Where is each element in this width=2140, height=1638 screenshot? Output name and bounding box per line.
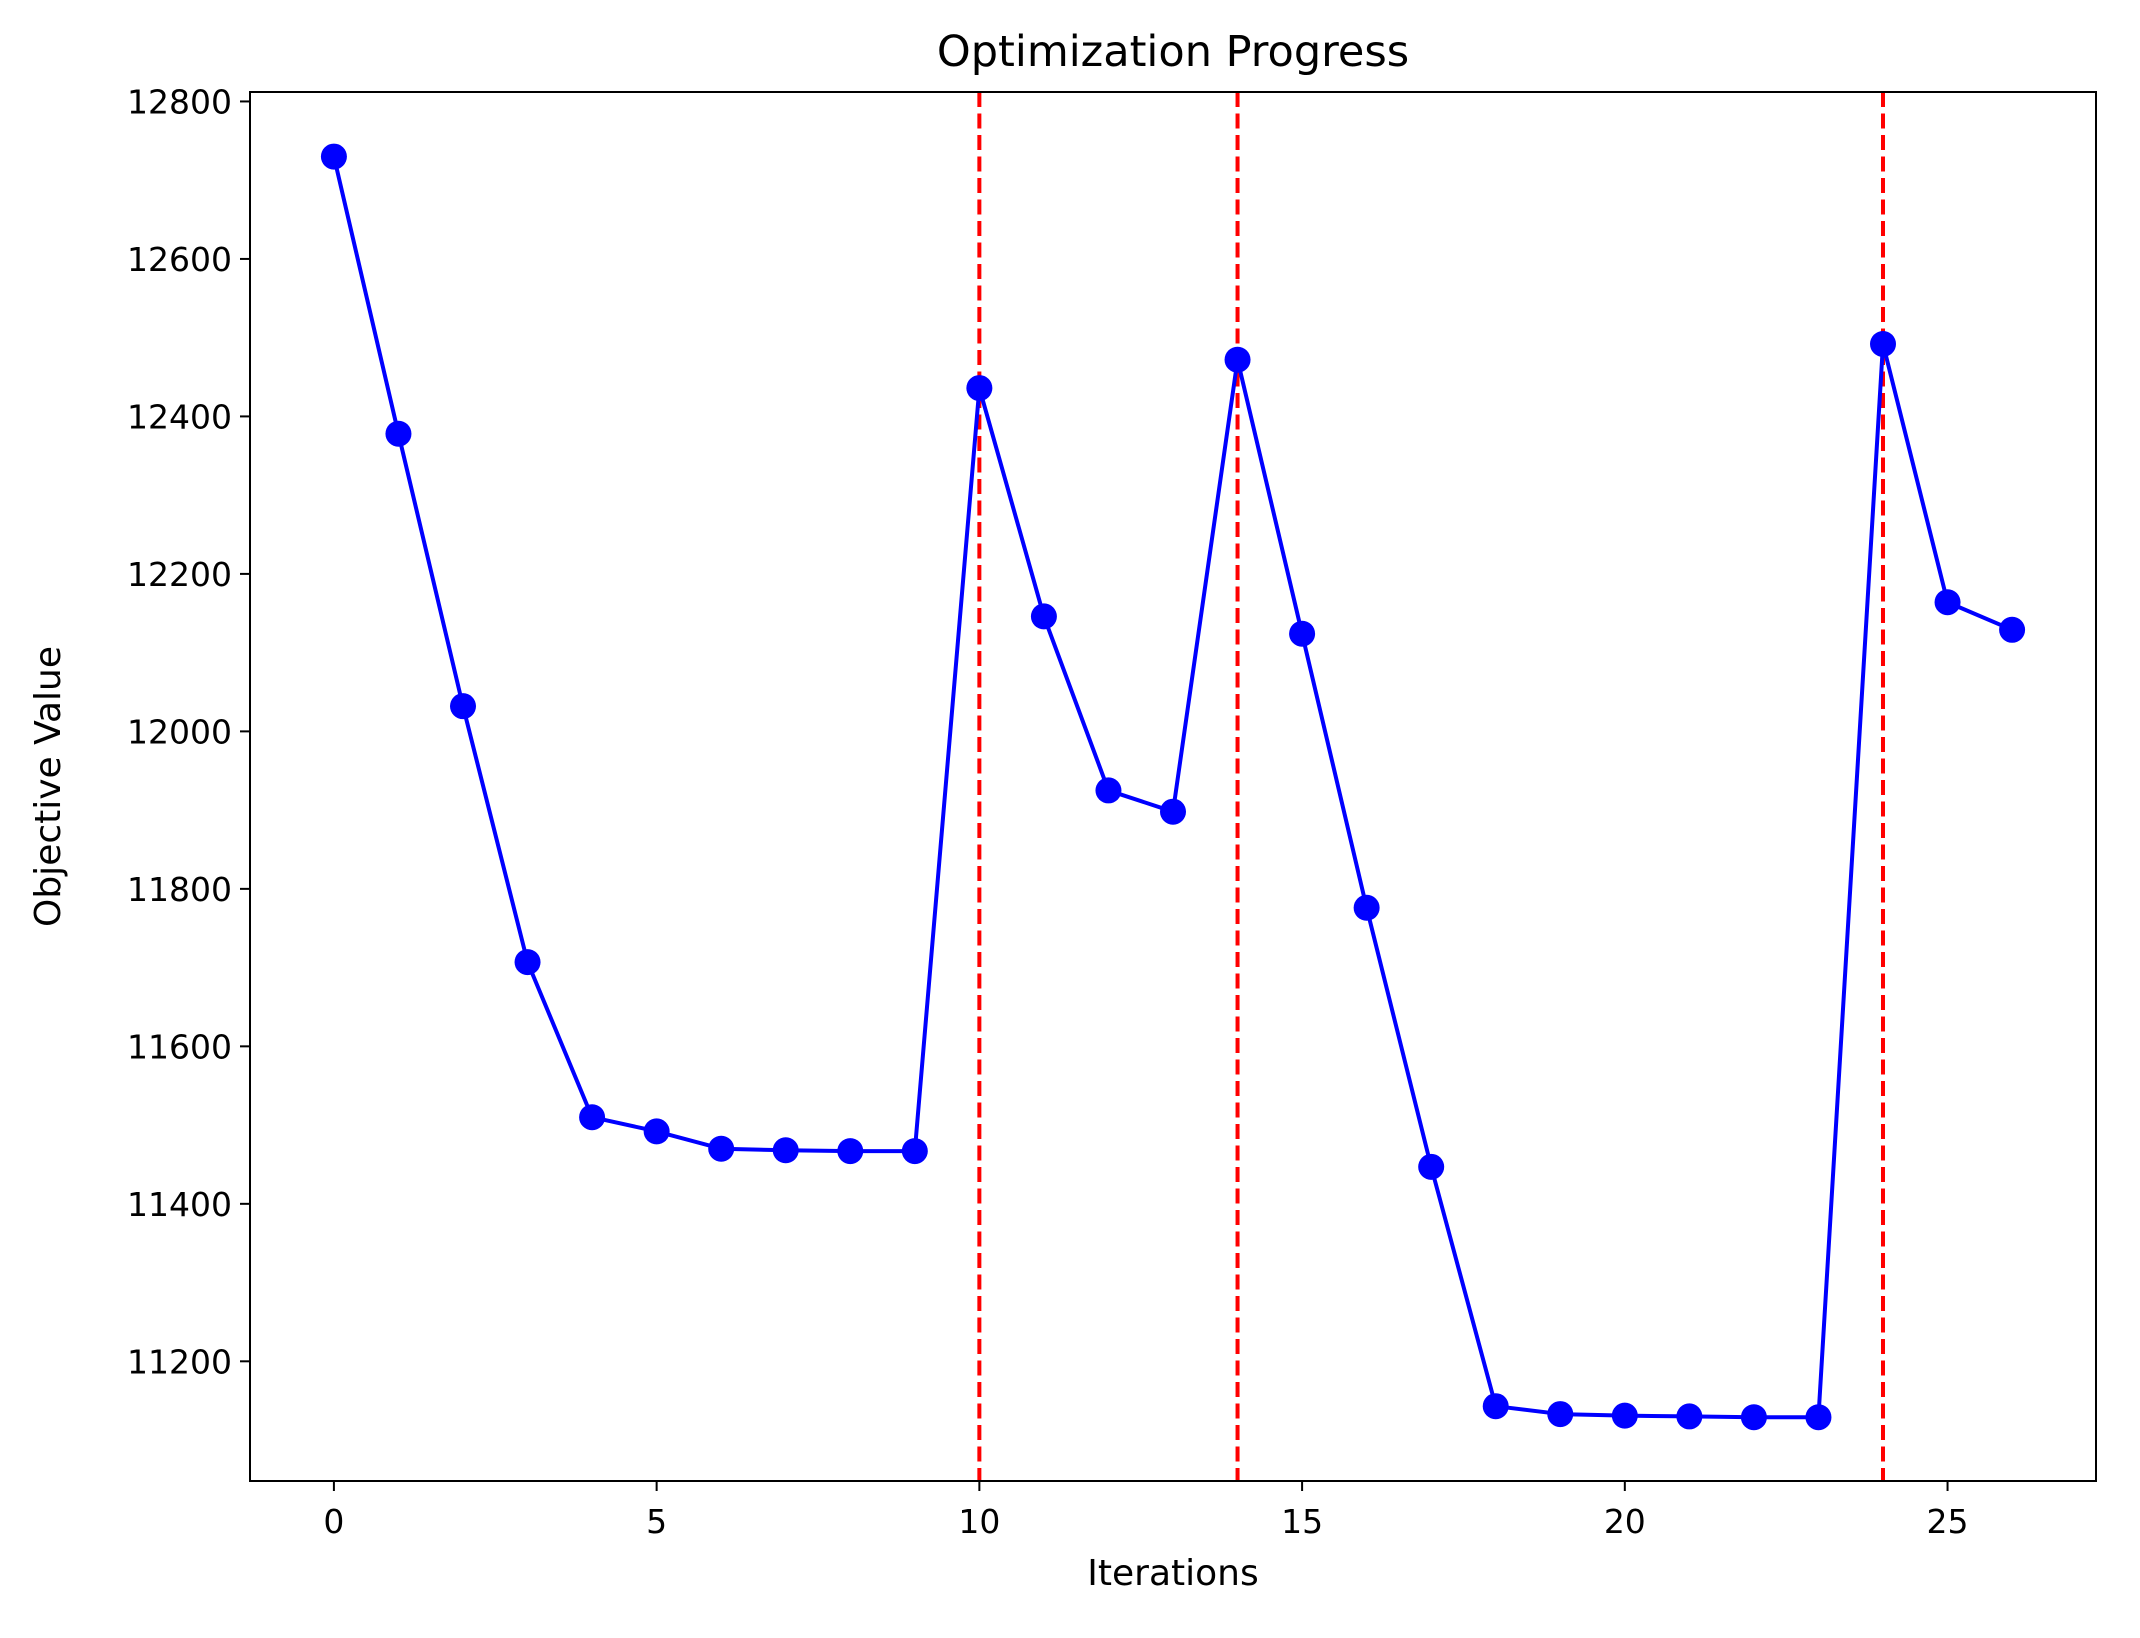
x-axis-ticks: 0 5 10 15 20 25 [323,1481,1969,1541]
data-point [1676,1403,1703,1430]
data-point [1030,603,1057,630]
y-tick-label: 12800 [127,82,232,121]
y-tick-label: 11600 [127,1027,232,1066]
data-point [1999,616,2026,643]
data-point [966,375,993,402]
x-tick-label: 10 [958,1502,1000,1541]
y-tick-label: 11400 [127,1185,232,1224]
data-point [772,1137,799,1164]
y-tick-label: 12200 [127,555,232,594]
x-tick-label: 25 [1927,1502,1969,1541]
y-tick-label: 12000 [127,712,232,751]
reference-lines [977,92,1885,1481]
data-point [1353,894,1380,921]
data-point [1870,330,1896,357]
data-point [837,1138,864,1165]
x-axis-label: Iterations [1087,1553,1258,1594]
data-point [1418,1153,1445,1180]
data-point [901,1138,928,1165]
data-point [708,1135,735,1162]
data-point [1934,589,1961,616]
y-tick-label: 12600 [127,240,232,279]
data-point [1224,346,1251,373]
data-point [1289,620,1316,647]
data-point [385,420,412,447]
y-tick-label: 11800 [127,870,232,909]
x-tick-label: 20 [1604,1502,1646,1541]
data-point [1611,1402,1638,1429]
axes-frame [249,91,2097,1482]
y-axis-ticks: 11200 11400 11600 11800 12000 12200 12400 12600… [127,82,250,1381]
x-tick-label: 0 [323,1502,344,1541]
x-tick-label: 5 [646,1502,667,1541]
data-point [579,1104,606,1131]
y-tick-label: 11200 [127,1342,232,1381]
data-point [450,693,476,720]
markers-layer [320,143,2026,1431]
x-tick-label: 15 [1281,1502,1323,1541]
data-point [643,1118,670,1145]
data-point [320,143,347,170]
chart-title: Optimization Progress [937,27,1409,77]
data-point [1547,1401,1574,1428]
data-point [1805,1404,1832,1431]
data-point [1095,777,1122,804]
data-point [514,949,541,976]
data-point [1160,798,1186,825]
plot-area [249,91,2097,1482]
data-point [1740,1404,1767,1431]
y-axis-label: Objective Value [28,646,69,927]
data-point [1482,1393,1509,1420]
y-tick-label: 12400 [127,397,232,436]
